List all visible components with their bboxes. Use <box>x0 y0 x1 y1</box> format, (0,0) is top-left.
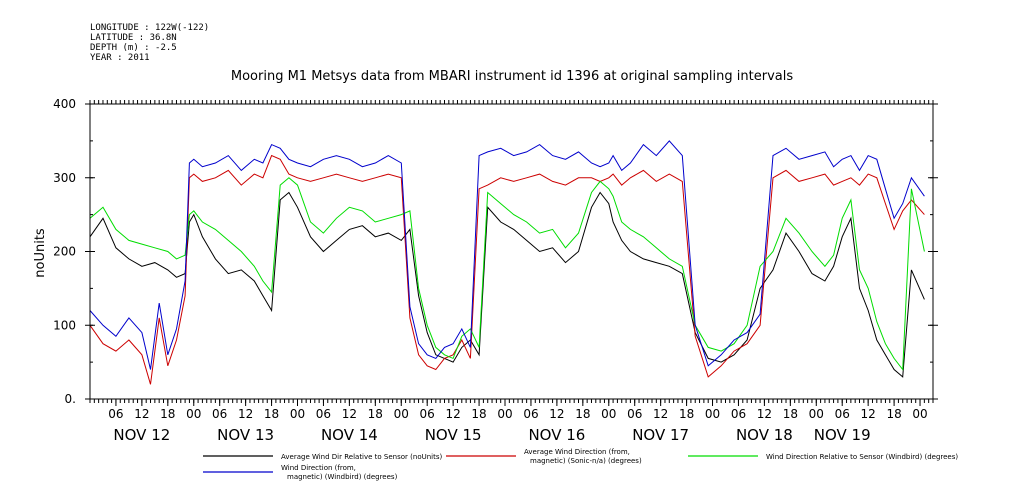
x-tick-label: 06 <box>523 407 538 421</box>
x-day-label: NOV 14 <box>321 426 378 444</box>
series-line-4 <box>89 140 925 370</box>
x-tick-label: 06 <box>108 407 123 421</box>
x-day-label: NOV 13 <box>217 426 274 444</box>
x-tick-label: 00 <box>290 407 305 421</box>
y-tick-label: 400 <box>53 97 76 111</box>
x-tick-label: 12 <box>861 407 876 421</box>
x-tick-label: 18 <box>160 407 175 421</box>
x-tick-label: 12 <box>653 407 668 421</box>
x-tick-label: 12 <box>342 407 357 421</box>
x-tick-label: 00 <box>394 407 409 421</box>
x-tick-label: 18 <box>471 407 486 421</box>
x-tick-label: 06 <box>212 407 227 421</box>
x-tick-label: 06 <box>835 407 850 421</box>
x-day-label: NOV 12 <box>113 426 170 444</box>
x-tick-label: 00 <box>809 407 824 421</box>
x-tick-label: 00 <box>186 407 201 421</box>
y-tick-label: 200 <box>53 245 76 259</box>
x-tick-label: 12 <box>757 407 772 421</box>
header-metadata: LONGITUDE : 122W(-122) LATITUDE : 36.8N … <box>90 23 209 63</box>
x-tick-label: 06 <box>316 407 331 421</box>
series-line-1 <box>89 191 925 378</box>
legend-label: Average Wind Direction (from, <box>524 448 630 456</box>
longitude-text: LONGITUDE : 122W(-122) <box>90 23 209 33</box>
legend-label-line2: magnetic) (Sonic-n/a) (degrees) <box>530 457 642 465</box>
x-tick-label: 18 <box>886 407 901 421</box>
y-tick-label: 300 <box>53 171 76 185</box>
x-tick-label: 06 <box>627 407 642 421</box>
axis-layer: 0. 100 200 300 400 06 12 18 00 06 12 18 00 06 12 18 00 06… <box>53 97 938 444</box>
x-tick-label: 12 <box>134 407 149 421</box>
x-tick-label: 00 <box>497 407 512 421</box>
legend-label: Average Wind Dir Relative to Sensor (noU… <box>281 453 442 461</box>
y-axis-label: noUnits <box>33 228 48 278</box>
x-day-label: NOV 17 <box>632 426 689 444</box>
x-day-label: NOV 19 <box>814 426 871 444</box>
plot-series <box>89 140 925 385</box>
x-tick-label: 18 <box>575 407 590 421</box>
latitude-text: LATITUDE : 36.8N <box>90 33 177 43</box>
x-tick-label: 12 <box>445 407 460 421</box>
plot-frame <box>89 103 934 400</box>
x-tick-label: 12 <box>238 407 253 421</box>
y-tick-label: 0. <box>65 392 76 406</box>
x-tick-label: 18 <box>783 407 798 421</box>
legend: Average Wind Dir Relative to Sensor (noU… <box>203 448 958 481</box>
x-tick-label: 18 <box>264 407 279 421</box>
x-tick-label: 00 <box>912 407 927 421</box>
x-tick-label: 06 <box>420 407 435 421</box>
y-tick-label: 100 <box>53 318 76 332</box>
chart-title: Mooring M1 Metsys data from MBARI instru… <box>231 69 793 84</box>
x-tick-label: 00 <box>601 407 616 421</box>
year-text: YEAR : 2011 <box>90 53 150 63</box>
x-day-label: NOV 18 <box>736 426 793 444</box>
x-tick-label: 12 <box>549 407 564 421</box>
x-tick-label: 18 <box>368 407 383 421</box>
series-line-3 <box>89 177 925 371</box>
x-tick-label: 18 <box>679 407 694 421</box>
x-tick-label: 00 <box>705 407 720 421</box>
x-day-label: NOV 16 <box>528 426 585 444</box>
legend-label: Wind Direction (from, <box>281 464 356 472</box>
series-line-2 <box>89 154 925 385</box>
depth-text: DEPTH (m) : -2.5 <box>90 43 177 53</box>
legend-label-line2: magnetic) (Windbird) (degrees) <box>287 473 398 481</box>
x-day-label: NOV 15 <box>425 426 482 444</box>
legend-label: Wind Direction Relative to Sensor (Windb… <box>766 453 958 461</box>
x-tick-label: 06 <box>731 407 746 421</box>
